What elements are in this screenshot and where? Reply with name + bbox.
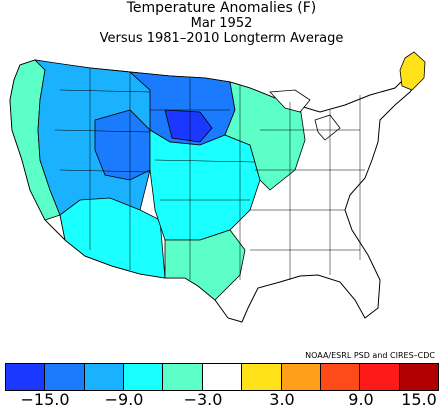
legend-tick: −15.0	[20, 390, 70, 409]
region-southern-plains	[164, 229, 246, 301]
legend-swatch-2	[45, 364, 85, 390]
legend-swatch-9	[320, 364, 361, 390]
legend-swatch-10	[360, 364, 400, 390]
legend-swatch-8	[281, 364, 321, 390]
data-credit: NOAA/ESRL PSD and CIRES–CDC	[305, 351, 435, 360]
legend-swatch-3	[84, 364, 125, 390]
legend-swatch-7	[242, 364, 282, 390]
map-title: Temperature Anomalies (F)	[126, 0, 317, 16]
legend-swatch-11	[399, 364, 438, 390]
region-rockies	[94, 109, 151, 181]
legend-ticks: −15.0 −9.0 −3.0 3.0 9.0 15.0	[0, 391, 443, 409]
legend-tick: −3.0	[183, 390, 223, 409]
climate-division-lines	[54, 68, 365, 280]
legend-swatch-6	[202, 364, 243, 390]
legend-tick: 9.0	[348, 390, 374, 409]
region-upper-midwest	[224, 81, 306, 191]
legend-swatch-5	[163, 364, 203, 390]
legend-tick: −9.0	[104, 390, 144, 409]
map-baseline: Versus 1981–2010 Longterm Average	[99, 31, 344, 46]
legend-tick: 3.0	[269, 390, 295, 409]
legend-swatch-1	[6, 364, 46, 390]
region-maine	[399, 51, 426, 91]
legend-swatch-4	[124, 364, 164, 390]
map-date: Mar 1952	[190, 16, 253, 31]
region-cold-core	[164, 109, 213, 143]
us-anomaly-map	[9, 51, 426, 323]
color-legend	[5, 363, 439, 391]
legend-tick: 15.0	[401, 390, 437, 409]
